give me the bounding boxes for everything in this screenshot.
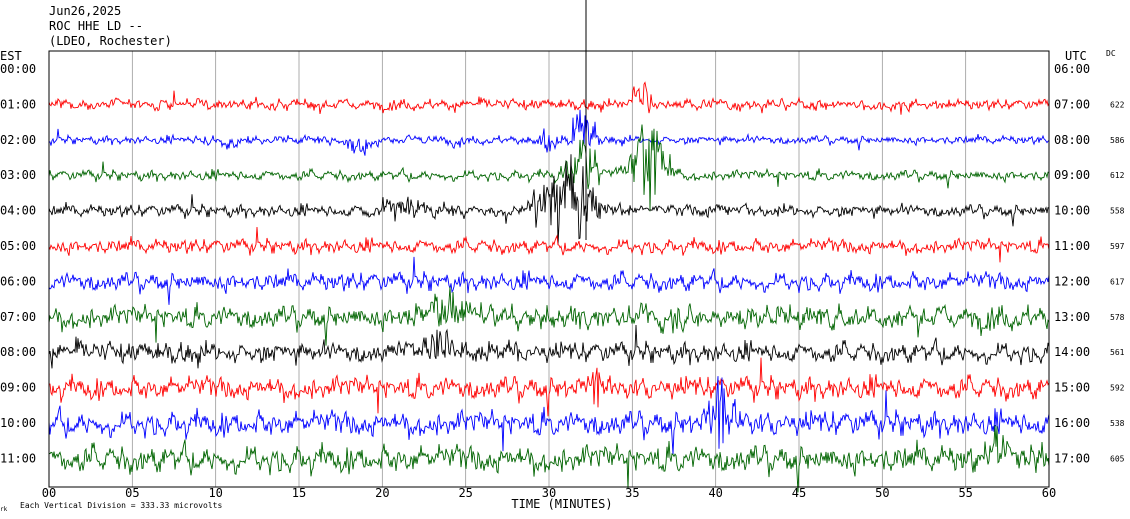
trace-0400 <box>48 154 1050 245</box>
trace-0200 <box>48 109 1050 156</box>
est-hour-label: 05:00 <box>0 239 36 253</box>
x-tick-label: 00 <box>42 486 56 500</box>
est-hour-label: 06:00 <box>0 274 36 288</box>
dc-value: 538 <box>1110 419 1125 428</box>
utc-hour-label: 13:00 <box>1054 310 1090 324</box>
x-tick-label: 15 <box>292 486 306 500</box>
x-tick-label: 60 <box>1042 486 1056 500</box>
est-hour-label: 01:00 <box>0 97 36 111</box>
x-axis-title: TIME (MINUTES) <box>511 497 612 511</box>
header-network: (LDEO, Rochester) <box>49 34 172 48</box>
trace-0300 <box>48 124 1050 212</box>
dc-value: 578 <box>1110 313 1125 322</box>
x-tick-label: 30 <box>542 486 556 500</box>
dc-column-title: DC <box>1106 49 1116 58</box>
trace-0100 <box>48 81 1050 115</box>
est-hour-label: 00:00 <box>0 62 36 76</box>
label-layer: 00 05 10 15 20 25 30 35 40 45 50 55 60 EST UTC DC TIME (… <box>0 49 1125 513</box>
dc-value: 558 <box>1110 207 1125 216</box>
utc-axis-title: UTC <box>1065 49 1087 63</box>
trace-0800 <box>48 324 1050 369</box>
trace-0700 <box>48 286 1050 346</box>
x-tick-label: 40 <box>708 486 722 500</box>
grid-layer <box>131 51 967 487</box>
utc-hour-label: 10:00 <box>1054 204 1090 218</box>
est-hour-label: 11:00 <box>0 451 36 465</box>
est-hour-label: 09:00 <box>0 381 36 395</box>
x-tick-label: 35 <box>625 486 639 500</box>
utc-hour-label: 09:00 <box>1054 168 1090 182</box>
utc-hour-label: 14:00 <box>1054 345 1090 359</box>
trace-1000 <box>48 376 1050 455</box>
x-tick-label: 50 <box>875 486 889 500</box>
x-tick-label: 20 <box>375 486 389 500</box>
est-hour-label: 02:00 <box>0 133 36 147</box>
trace-0500 <box>48 226 1050 263</box>
dc-value: 605 <box>1110 454 1125 463</box>
utc-hour-label: 08:00 <box>1054 133 1090 147</box>
dc-value: 597 <box>1110 242 1125 251</box>
header-date: Jun26,2025 <box>49 4 122 18</box>
utc-hour-label: 07:00 <box>1054 97 1090 111</box>
utc-hour-label: 15:00 <box>1054 381 1090 395</box>
footer-scale-note: Each Vertical Division = 333.33 microvol… <box>20 501 222 510</box>
utc-hour-label: 17:00 <box>1054 451 1090 465</box>
est-hour-label: 03:00 <box>0 168 36 182</box>
footer-mark: rk <box>0 506 8 513</box>
dc-value: 586 <box>1110 136 1125 145</box>
header-station: ROC HHE LD -- <box>49 19 143 33</box>
est-hour-label: 07:00 <box>0 310 36 324</box>
trace-0900 <box>48 357 1050 417</box>
dc-value: 622 <box>1110 100 1125 109</box>
est-hour-label: 10:00 <box>0 416 36 430</box>
est-hour-label: 08:00 <box>0 345 36 359</box>
x-tick-label: 05 <box>125 486 139 500</box>
trace-layer <box>48 81 1050 493</box>
utc-hour-label: 06:00 <box>1054 62 1090 76</box>
trace-1100 <box>48 424 1050 493</box>
dc-value: 592 <box>1110 384 1125 393</box>
dc-value: 561 <box>1110 348 1125 357</box>
dc-value: 612 <box>1110 171 1125 180</box>
x-tick-label: 55 <box>958 486 972 500</box>
est-hour-label: 04:00 <box>0 204 36 218</box>
x-tick-label: 10 <box>208 486 222 500</box>
x-tick-label: 45 <box>792 486 806 500</box>
dc-value: 617 <box>1110 277 1125 286</box>
utc-hour-label: 12:00 <box>1054 274 1090 288</box>
plot-frame <box>48 50 1050 488</box>
utc-hour-label: 16:00 <box>1054 416 1090 430</box>
utc-hour-label: 11:00 <box>1054 239 1090 253</box>
x-tick-label: 25 <box>458 486 472 500</box>
trace-0600 <box>48 256 1050 305</box>
est-axis-title: EST <box>0 49 22 63</box>
